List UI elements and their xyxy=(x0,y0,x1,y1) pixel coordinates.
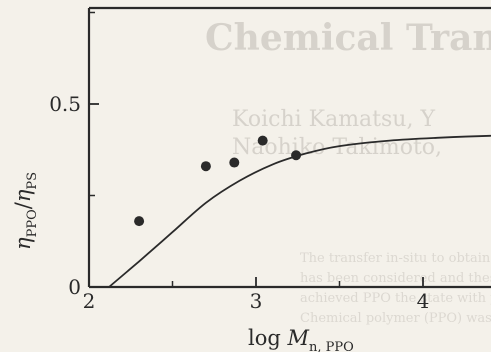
background-body-line: achieved PPO the state with prepared PS … xyxy=(300,291,491,306)
y-tick-label: 0.5 xyxy=(49,92,81,116)
background-title: Chemical Transfor xyxy=(205,17,491,59)
tick-labels: 2 3 4 0 0.5 xyxy=(49,92,429,313)
background-body-line: has been considered and these problems a… xyxy=(300,271,491,286)
y-axis-label-sub-1: PPO xyxy=(25,209,40,237)
y-axis-label-eta-2: η xyxy=(11,189,35,202)
data-point xyxy=(200,161,211,172)
data-point xyxy=(257,135,268,146)
data-point xyxy=(229,157,240,168)
axes xyxy=(87,6,491,289)
data-points-layer xyxy=(134,135,302,227)
background-text-layer: Chemical Transfor Koichi Kamatsu, Y Naoh… xyxy=(205,17,491,326)
tick-marks xyxy=(88,11,424,288)
y-tick-label: 0 xyxy=(68,275,81,299)
fit-curve-layer xyxy=(108,134,491,288)
background-authors-line-1: Koichi Kamatsu, Y xyxy=(232,107,435,132)
x-axis-label-prefix: log xyxy=(248,326,287,350)
y-axis-label-sub-2: PS xyxy=(25,172,40,190)
data-point xyxy=(134,216,145,227)
y-axis-label-separator: / xyxy=(11,201,35,209)
background-body-line: The transfer in-situ to obtain polymer a… xyxy=(300,251,491,266)
x-tick-label: 2 xyxy=(83,289,96,313)
x-axis-label: log Mn, PPO xyxy=(248,326,354,352)
x-axis-label-variable: M xyxy=(286,326,309,350)
x-axis-label-subscript: n, PPO xyxy=(309,340,354,352)
x-tick-label: 4 xyxy=(417,289,430,313)
x-tick-label: 3 xyxy=(250,289,263,313)
y-axis-label-eta-1: η xyxy=(11,237,35,250)
y-axis-label: ηPPO/ηPS xyxy=(11,172,40,250)
background-body-line: Chemical polymer (PPO) was synthesized xyxy=(300,311,491,326)
data-point xyxy=(291,150,302,161)
fit-curve xyxy=(108,134,491,288)
